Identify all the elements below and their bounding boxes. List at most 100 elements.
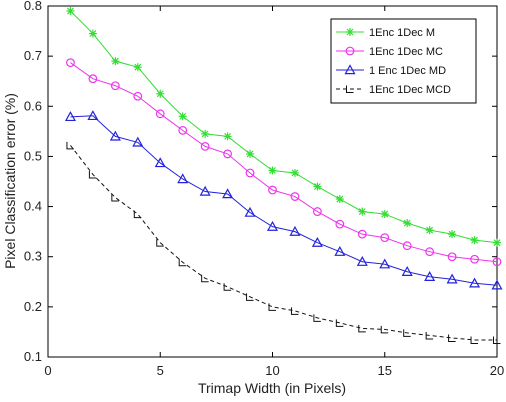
data-point	[425, 226, 434, 235]
data-point	[268, 166, 277, 175]
y-tick-label: 0.6	[24, 98, 42, 113]
data-point	[313, 314, 321, 322]
data-point	[311, 236, 323, 247]
legend-item: 1Enc 1Dec MC	[336, 46, 443, 58]
y-tick-label: 0.2	[24, 299, 42, 314]
series-4	[66, 141, 501, 344]
data-point	[470, 336, 479, 344]
data-point	[87, 110, 99, 121]
data-point	[470, 236, 479, 245]
data-point	[223, 132, 232, 141]
legend-marker	[346, 85, 354, 93]
data-point	[469, 277, 481, 288]
y-tick-label: 0.5	[24, 148, 42, 163]
x-tick-label: 5	[157, 363, 164, 378]
data-point	[156, 239, 164, 247]
y-tick-label: 0.8	[24, 0, 42, 13]
series-3	[64, 110, 503, 290]
data-point	[66, 141, 74, 150]
data-point	[448, 230, 457, 239]
data-point	[178, 112, 187, 121]
data-point	[223, 283, 232, 291]
data-point	[470, 254, 479, 264]
data-point	[313, 207, 322, 216]
data-point	[290, 168, 299, 177]
data-point	[246, 149, 255, 158]
x-tick-label: 20	[490, 363, 504, 378]
data-point	[358, 324, 366, 333]
data-point	[154, 157, 166, 168]
data-point	[222, 188, 234, 199]
data-point	[88, 170, 97, 179]
data-point	[335, 219, 345, 229]
x-axis: 0 5 10 15 20	[44, 6, 504, 378]
x-tick-label: 0	[44, 363, 51, 378]
data-point	[66, 7, 75, 16]
data-point	[401, 266, 413, 276]
series-2	[66, 58, 502, 267]
data-point	[178, 125, 188, 135]
data-point	[111, 57, 120, 66]
data-point	[177, 173, 189, 184]
data-point	[245, 168, 255, 178]
data-point	[111, 194, 119, 202]
data-point	[380, 325, 389, 334]
x-tick-label: 10	[265, 363, 279, 378]
data-point	[335, 195, 344, 204]
legend-marker	[345, 46, 355, 56]
data-point	[493, 238, 501, 247]
data-point	[133, 91, 143, 101]
y-tick-label: 0.4	[24, 199, 42, 214]
data-point	[334, 245, 346, 256]
legend-label: 1Enc 1Dec MCD	[369, 84, 451, 96]
x-tick-label: 15	[378, 363, 392, 378]
data-point	[447, 252, 457, 262]
data-point	[246, 293, 254, 301]
data-point	[290, 192, 300, 201]
data-point	[266, 220, 279, 231]
data-point	[425, 247, 435, 257]
data-point	[402, 241, 412, 251]
series-layer	[64, 7, 503, 344]
series-line	[70, 10, 498, 244]
data-point	[133, 210, 142, 219]
y-tick-label: 0.7	[24, 48, 42, 63]
data-point	[403, 219, 412, 228]
data-point	[492, 257, 502, 267]
data-point	[403, 329, 411, 337]
legend-item: 1 Enc 1Dec MD	[336, 64, 446, 77]
data-point	[110, 81, 120, 91]
data-point	[178, 258, 187, 267]
data-point	[201, 129, 210, 138]
data-point	[448, 334, 456, 342]
y-tick-label: 0.3	[24, 249, 42, 264]
data-point	[66, 58, 75, 68]
data-point	[358, 207, 367, 216]
data-point	[424, 271, 436, 281]
data-point	[491, 279, 503, 290]
data-point	[64, 111, 76, 122]
data-point	[155, 109, 165, 119]
data-point	[289, 225, 301, 236]
legend-label: 1Enc 1Dec M	[369, 27, 435, 39]
legend: 1Enc 1Dec M 1Enc 1Dec MC 1 Enc 1Dec MD 1Enc…	[330, 18, 477, 104]
data-point	[493, 336, 501, 344]
legend-label: 1Enc 1Dec MC	[369, 46, 443, 58]
data-point	[156, 89, 165, 98]
data-point	[109, 130, 121, 141]
data-point	[132, 136, 144, 147]
legend-label: 1 Enc 1Dec MD	[369, 65, 446, 77]
data-point	[88, 74, 98, 84]
data-point	[201, 274, 209, 283]
legend-item: 1Enc 1Dec M	[336, 27, 435, 39]
y-axis-title: Pixel Classification error (%)	[2, 93, 18, 269]
data-point	[356, 255, 368, 266]
y-tick-label: 0.1	[24, 349, 42, 364]
data-point	[425, 331, 434, 340]
data-point	[244, 206, 256, 217]
data-point	[335, 319, 344, 327]
data-point	[379, 258, 391, 269]
data-point	[313, 182, 322, 191]
data-point	[380, 210, 389, 219]
data-point	[357, 229, 367, 239]
